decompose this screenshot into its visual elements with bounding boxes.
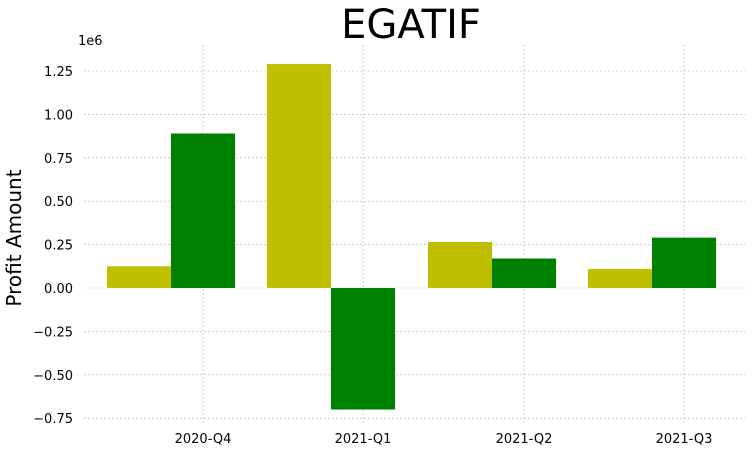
chart-title: EGATIF [341,2,481,48]
y-tick-label: −0.25 [33,325,73,340]
x-tick-label: 2021-Q1 [335,432,392,447]
y-tick-label: −0.50 [33,369,73,384]
y-tick-label: 0.50 [44,195,73,210]
y-tick-label: 0.00 [44,282,73,297]
x-tick-labels: 2020-Q4 2021-Q1 2021-Q2 2021-Q3 [175,432,713,447]
y-tick-label: −0.75 [33,412,73,427]
bar-series-1 [107,266,171,288]
bar-series-2 [331,288,395,410]
bar-series-2 [492,258,556,288]
y-axis-label: Profit Amount [2,169,26,306]
bar-series-1 [267,64,331,288]
x-tick-label: 2021-Q2 [496,432,553,447]
x-tick-label: 2020-Q4 [175,432,232,447]
x-tick-label: 2021-Q3 [656,432,713,447]
bar-series-1 [588,268,652,288]
bar-series-1 [428,241,492,288]
bar-series-2 [171,133,235,288]
y-tick-labels: −0.75 −0.50 −0.25 0.00 0.25 0.50 0.75 1.00 1.25 [33,65,73,427]
y-offset-text: 1e6 [78,34,103,49]
bar-series-2 [652,237,716,288]
y-tick-label: 1.00 [44,108,73,123]
y-tick-label: 1.25 [44,65,73,80]
y-tick-label: 0.75 [44,152,73,167]
bars [107,64,716,410]
y-tick-label: 0.25 [44,239,73,254]
